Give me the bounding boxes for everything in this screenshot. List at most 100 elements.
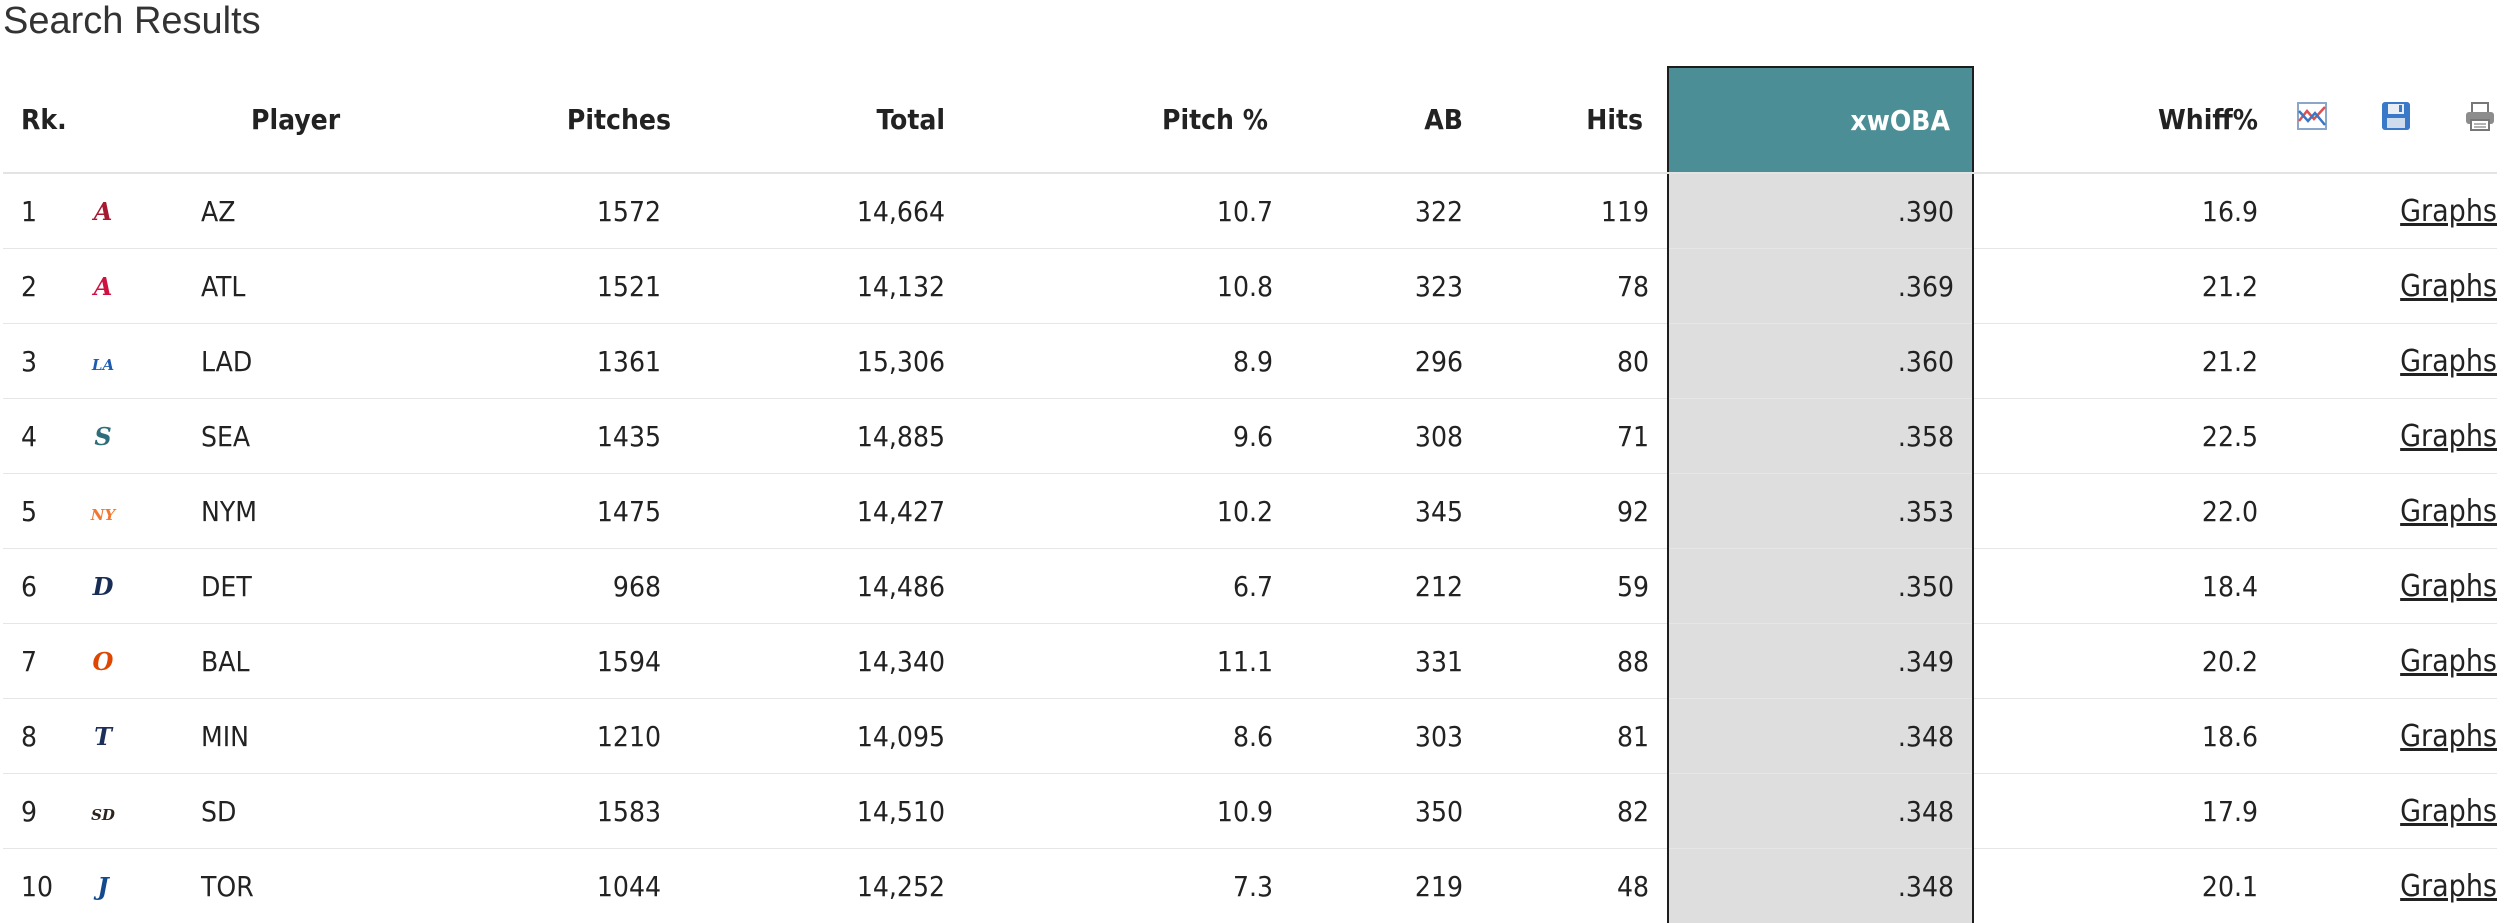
pitches-cell: 1521 — [443, 249, 703, 324]
dodgers-logo: LA — [83, 341, 123, 381]
graphs-link[interactable]: Graphs — [2400, 269, 2497, 304]
whiff-cell: 20.1 — [1973, 849, 2258, 923]
rank-cell: 5 — [3, 474, 73, 549]
rank-cell: 7 — [3, 624, 73, 699]
hits-cell: 119 — [1463, 173, 1668, 249]
pitches-cell: 1044 — [443, 849, 703, 923]
whiff-cell: 21.2 — [1973, 324, 2258, 399]
hits-cell: 80 — [1463, 324, 1668, 399]
svg-text:SD: SD — [91, 806, 115, 824]
graphs-link[interactable]: Graphs — [2400, 194, 2497, 229]
xwoba-cell: .348 — [1668, 774, 1973, 849]
header-hits[interactable]: Hits — [1463, 67, 1668, 173]
pitches-cell: 1475 — [443, 474, 703, 549]
total-cell: 14,340 — [703, 624, 968, 699]
hits-cell: 78 — [1463, 249, 1668, 324]
toolbar-icons — [2258, 67, 2497, 173]
total-cell: 14,252 — [703, 849, 968, 923]
player-cell[interactable]: LAD — [133, 324, 443, 399]
print-icon[interactable] — [2463, 99, 2497, 133]
player-cell[interactable]: DET — [133, 549, 443, 624]
player-cell[interactable]: ATL — [133, 249, 443, 324]
player-cell[interactable]: TOR — [133, 849, 443, 923]
graphs-cell: Graphs — [2258, 324, 2497, 399]
header-logo — [73, 67, 133, 173]
whiff-cell: 20.2 — [1973, 624, 2258, 699]
svg-text:O: O — [93, 647, 114, 676]
diamondbacks-logo: A — [83, 191, 123, 231]
graphs-cell: Graphs — [2258, 774, 2497, 849]
whiff-cell: 18.4 — [1973, 549, 2258, 624]
blue-jays-logo: J — [83, 866, 123, 906]
graphs-link[interactable]: Graphs — [2400, 869, 2497, 904]
graphs-link[interactable]: Graphs — [2400, 719, 2497, 754]
hits-cell: 59 — [1463, 549, 1668, 624]
header-pitch-pct[interactable]: Pitch % — [968, 67, 1273, 173]
player-cell[interactable]: SD — [133, 774, 443, 849]
header-whiff[interactable]: Whiff% — [1973, 67, 2258, 173]
pitch-pct-cell: 10.9 — [968, 774, 1273, 849]
ab-cell: 308 — [1273, 399, 1463, 474]
pitches-cell: 1583 — [443, 774, 703, 849]
logo-cell: SD — [73, 774, 133, 849]
player-cell[interactable]: AZ — [133, 173, 443, 249]
graphs-link[interactable]: Graphs — [2400, 344, 2497, 379]
graphs-link[interactable]: Graphs — [2400, 794, 2497, 829]
whiff-cell: 16.9 — [1973, 173, 2258, 249]
graphs-link[interactable]: Graphs — [2400, 494, 2497, 529]
ab-cell: 322 — [1273, 173, 1463, 249]
graphs-cell: Graphs — [2258, 699, 2497, 774]
svg-text:J: J — [93, 872, 110, 901]
player-cell[interactable]: NYM — [133, 474, 443, 549]
total-cell: 14,486 — [703, 549, 968, 624]
logo-cell: D — [73, 549, 133, 624]
player-cell[interactable]: MIN — [133, 699, 443, 774]
total-cell: 14,510 — [703, 774, 968, 849]
graphs-link[interactable]: Graphs — [2400, 569, 2497, 604]
pitch-pct-cell: 10.2 — [968, 474, 1273, 549]
logo-cell: NY — [73, 474, 133, 549]
header-ab[interactable]: AB — [1273, 67, 1463, 173]
tigers-logo: D — [83, 566, 123, 606]
ab-cell: 219 — [1273, 849, 1463, 923]
hits-cell: 82 — [1463, 774, 1668, 849]
pitch-pct-cell: 10.7 — [968, 173, 1273, 249]
xwoba-cell: .348 — [1668, 849, 1973, 923]
pitch-pct-cell: 6.7 — [968, 549, 1273, 624]
graphs-cell: Graphs — [2258, 173, 2497, 249]
svg-text:A: A — [92, 197, 113, 226]
pitches-cell: 968 — [443, 549, 703, 624]
header-pitches[interactable]: Pitches — [443, 67, 703, 173]
xwoba-cell: .358 — [1668, 399, 1973, 474]
save-icon[interactable] — [2379, 99, 2413, 133]
graphs-link[interactable]: Graphs — [2400, 644, 2497, 679]
total-cell: 14,132 — [703, 249, 968, 324]
pitches-cell: 1572 — [443, 173, 703, 249]
ab-cell: 350 — [1273, 774, 1463, 849]
xwoba-cell: .353 — [1668, 474, 1973, 549]
header-rank[interactable]: Rk. — [3, 67, 73, 173]
chart-icon[interactable] — [2295, 99, 2329, 133]
hits-cell: 71 — [1463, 399, 1668, 474]
rank-cell: 10 — [3, 849, 73, 923]
ab-cell: 323 — [1273, 249, 1463, 324]
graphs-cell: Graphs — [2258, 399, 2497, 474]
player-cell[interactable]: BAL — [133, 624, 443, 699]
whiff-cell: 18.6 — [1973, 699, 2258, 774]
header-player[interactable]: Player — [133, 67, 443, 173]
header-xwoba[interactable]: xwOBA — [1668, 67, 1973, 173]
ab-cell: 303 — [1273, 699, 1463, 774]
graphs-link[interactable]: Graphs — [2400, 419, 2497, 454]
logo-cell: T — [73, 699, 133, 774]
pitches-cell: 1210 — [443, 699, 703, 774]
player-cell[interactable]: SEA — [133, 399, 443, 474]
results-table: Rk. Player Pitches Total Pitch % AB Hits… — [3, 66, 2497, 923]
total-cell: 14,427 — [703, 474, 968, 549]
mets-logo: NY — [83, 491, 123, 531]
xwoba-cell: .350 — [1668, 549, 1973, 624]
twins-logo: T — [83, 716, 123, 756]
ab-cell: 345 — [1273, 474, 1463, 549]
header-total[interactable]: Total — [703, 67, 968, 173]
